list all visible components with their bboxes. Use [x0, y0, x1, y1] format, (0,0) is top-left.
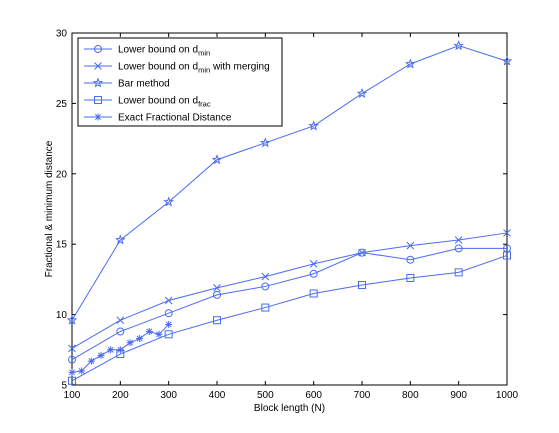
- x-tick-label: 600: [305, 390, 322, 401]
- series-5-point: [107, 346, 115, 354]
- series-3-line: [71, 45, 508, 321]
- x-tick-label: 200: [112, 390, 129, 401]
- legend-marker: [94, 113, 102, 121]
- series-4-point: [503, 251, 511, 260]
- x-tick-label: 500: [257, 390, 274, 401]
- series-1-point: [213, 290, 221, 299]
- series-3-point: [260, 137, 271, 148]
- y-axis-label: Fractional & minimum distance: [44, 140, 55, 277]
- x-tick-label: 800: [402, 390, 419, 401]
- legend-marker: [92, 77, 104, 88]
- series-2-point: [358, 248, 366, 257]
- x-axis: 100 200 300 400 500 600 700 800 900 1000: [64, 33, 519, 401]
- series-1-point: [454, 244, 463, 253]
- legend-entry-2: Lower bound on dmin with merging: [84, 62, 270, 75]
- series-1-point: [358, 248, 366, 257]
- series-3: [66, 40, 513, 325]
- y-tick-label: 30: [56, 29, 68, 40]
- x-tick-label: 100: [64, 390, 81, 401]
- series-3-point: [308, 120, 319, 131]
- legend-entry-5: Exact Fractional Distance: [84, 113, 232, 124]
- legend-label: Bar method: [118, 79, 170, 90]
- y-tick-label: 25: [56, 99, 68, 110]
- series-3-point: [211, 154, 223, 165]
- series-5-point: [116, 346, 124, 354]
- series-5-point: [97, 351, 105, 359]
- series-1-point: [164, 309, 173, 318]
- series-1-point: [116, 327, 125, 336]
- series-5-point: [126, 339, 134, 347]
- legend-marker: [94, 96, 102, 104]
- series-5-point: [145, 327, 153, 335]
- series-2-point: [116, 316, 125, 325]
- series-5: [68, 320, 173, 376]
- y-tick-label: 5: [61, 381, 67, 392]
- series-1-line: [71, 247, 507, 361]
- series-5-point: [155, 330, 163, 338]
- series-2-point: [309, 260, 318, 268]
- legend-box: [77, 37, 283, 127]
- series-4-point: [454, 268, 463, 277]
- series-1-point: [406, 255, 415, 264]
- series-2-point: [503, 229, 511, 237]
- legend-entry-3: Bar method: [84, 77, 170, 90]
- x-tick-label: 900: [450, 390, 467, 401]
- series-3-point: [356, 87, 368, 99]
- legend-marker: [94, 62, 102, 70]
- series-3-point: [453, 40, 464, 51]
- series-3-point: [163, 196, 174, 207]
- series-3-point: [405, 58, 416, 69]
- y-axis: 5 10 15 20 25 30: [56, 29, 507, 392]
- series-1: [68, 244, 511, 364]
- series-5-point: [136, 335, 144, 343]
- legend-entry-1: Lower bound on dmin: [84, 45, 210, 58]
- series-3-point: [501, 55, 513, 66]
- series-3-point: [115, 234, 126, 245]
- series-4-point: [68, 376, 76, 385]
- x-tick-label: 300: [160, 390, 177, 401]
- series-2-point: [164, 296, 173, 305]
- series-4-line: [71, 254, 508, 382]
- series-3-point: [66, 314, 78, 325]
- legend-marker: [94, 45, 102, 53]
- series-2-point: [406, 241, 415, 250]
- legend-label: Lower bound on dmin with merging: [118, 62, 270, 75]
- series-4-point: [213, 316, 221, 325]
- legend-label: Lower bound on dmin: [118, 45, 210, 58]
- legend-label: Exact Fractional Distance: [118, 113, 232, 124]
- y-tick-label: 20: [56, 169, 68, 180]
- series-4-point: [164, 330, 173, 339]
- series-4: [68, 251, 511, 385]
- y-tick-label: 15: [56, 240, 68, 251]
- series-1-point: [68, 355, 76, 364]
- series-2-line: [71, 232, 508, 349]
- series-4-point: [309, 289, 318, 298]
- series-2-point: [213, 283, 221, 292]
- series-4-point: [358, 281, 366, 290]
- series-2-point: [454, 236, 463, 244]
- series-5-point: [165, 320, 173, 328]
- series-layer: [66, 40, 513, 385]
- x-tick-label: 400: [209, 390, 226, 401]
- series-4-point: [406, 273, 415, 282]
- series-1-point: [261, 282, 270, 291]
- legend-entry-4: Lower bound on dfrac: [84, 96, 211, 109]
- series-1-point: [309, 269, 318, 278]
- legend-label: Lower bound on dfrac: [118, 96, 211, 109]
- series-4-point: [261, 303, 270, 312]
- x-axis-label: Block length (N): [254, 403, 325, 414]
- series-5-point: [68, 368, 76, 376]
- legend: Lower bound on dmin Lower bound on dmin w…: [77, 37, 283, 127]
- series-5-point: [87, 357, 95, 365]
- y-tick-label: 10: [56, 310, 68, 321]
- series-2-point: [261, 272, 270, 281]
- x-tick-label: 1000: [496, 390, 519, 401]
- series-2-point: [68, 344, 76, 353]
- series-2: [68, 229, 511, 353]
- series-5-point: [78, 367, 86, 375]
- x-tick-label: 700: [354, 390, 371, 401]
